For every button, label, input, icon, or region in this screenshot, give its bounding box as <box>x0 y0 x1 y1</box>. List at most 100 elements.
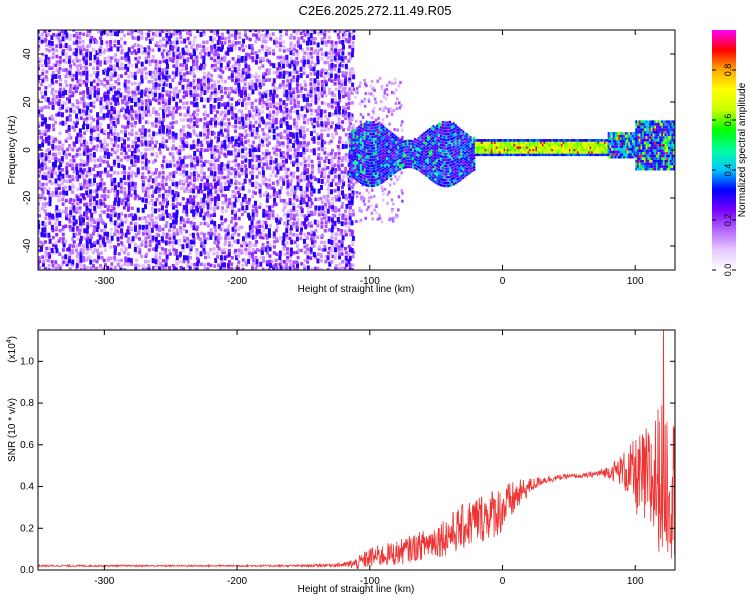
spectrogram-cell <box>343 170 347 175</box>
spectrogram-cell <box>188 132 192 138</box>
spectrogram-cell <box>147 170 151 174</box>
spectrogram-cell <box>133 74 137 80</box>
spectrogram-cell <box>51 70 55 75</box>
spectrogram-cell <box>340 205 344 209</box>
spectrogram-cell <box>93 220 97 224</box>
spectrogram-cell <box>371 181 374 185</box>
spectrogram-cell <box>233 250 237 255</box>
spectrogram-cell <box>233 174 237 179</box>
spectrogram-cell <box>367 123 370 127</box>
spectrogram-cell <box>310 137 314 141</box>
spectrogram-cell <box>245 71 249 75</box>
spectrogram-cell <box>278 85 282 89</box>
spectrogram-cell <box>106 30 110 33</box>
spectrogram-cell <box>275 152 279 157</box>
spectrogram-cell <box>138 113 142 119</box>
spectrogram-cell <box>251 190 255 194</box>
spectrogram-cell <box>278 101 282 106</box>
spectrogram-cell <box>58 252 62 256</box>
spectrogram-cell <box>251 89 255 95</box>
spectrogram-cell <box>351 126 355 130</box>
spectrogram-cell <box>199 183 203 189</box>
spectrogram-cell <box>58 140 62 145</box>
spectrogram-cell <box>126 196 130 202</box>
spectrogram-cell <box>181 186 185 191</box>
spectrogram-cell <box>371 129 374 133</box>
spectrogram-cell <box>59 162 63 168</box>
spectrogram-cell <box>67 58 71 64</box>
spectrogram-cell <box>350 248 354 254</box>
spectrogram-cell <box>64 89 68 95</box>
spectrogram-cell <box>216 32 220 37</box>
spectrogram-cell <box>386 193 390 197</box>
spectrogram-cell <box>175 30 179 34</box>
spectrogram-cell <box>54 193 58 198</box>
spectrogram-cell <box>109 121 113 125</box>
spectrogram-cell <box>330 58 334 63</box>
spectrogram-cell <box>41 227 45 233</box>
spectrogram-cell <box>162 113 166 119</box>
spectrogram-cell <box>345 174 349 178</box>
spectrogram-cell <box>195 83 199 88</box>
spectrogram-cell <box>126 229 130 235</box>
spectrogram-cell <box>123 125 127 130</box>
spectrogram-cell <box>67 217 71 222</box>
spectrogram-cell <box>396 214 399 218</box>
spectrogram-cell <box>116 132 120 136</box>
spectrogram-cell <box>371 138 374 142</box>
spectrogram-cell <box>285 89 289 95</box>
spectrogram-cell <box>278 71 282 77</box>
spectrogram-cell <box>302 143 306 148</box>
spectrogram-cell <box>264 51 268 57</box>
spectrogram-cell <box>113 68 117 72</box>
spectrogram-cell <box>227 251 231 257</box>
spectrogram-cell <box>53 137 57 142</box>
spectrogram-cell <box>279 165 283 171</box>
spectrogram-cell <box>254 33 258 38</box>
spectrogram-cell <box>354 174 357 178</box>
spectrogram-cell <box>68 228 72 232</box>
spectrogram-cell <box>43 232 47 238</box>
spectrogram-cell <box>304 216 308 222</box>
spectrogram-cell <box>373 146 376 150</box>
spectrogram-cell <box>228 197 232 202</box>
spectrogram-cell <box>350 171 353 175</box>
spectrogram-cell <box>272 128 276 134</box>
spectrogram-cell <box>217 154 221 159</box>
spectrogram-cell <box>86 44 90 49</box>
spectrogram-cell <box>244 235 248 240</box>
spectrogram-cell <box>333 55 337 61</box>
spectrogram-cell <box>47 48 51 53</box>
spectrogram-cell <box>360 126 363 130</box>
spectrogram-cell <box>110 204 114 209</box>
spectrogram-cell <box>161 71 165 75</box>
spectrogram-cell <box>216 176 220 180</box>
spectrogram-cell <box>306 128 310 132</box>
spectrogram-cell <box>361 139 364 142</box>
spectrogram-cell <box>275 44 279 48</box>
spectrogram-cell <box>237 266 241 270</box>
spectrogram-cell <box>157 101 161 105</box>
spectrogram-cell <box>98 48 102 54</box>
spectrogram-cell <box>69 107 73 113</box>
spectrogram-cell <box>260 138 264 144</box>
spectrogram-cell <box>131 140 135 144</box>
spectrogram-cell <box>50 224 54 230</box>
spectrogram-cell <box>273 240 277 244</box>
spectrogram-cell <box>195 90 199 94</box>
spectrogram-cell <box>348 135 351 139</box>
spectrogram-cell <box>237 73 241 78</box>
spectrogram-cell <box>376 148 379 152</box>
spectrogram-cell <box>172 204 176 210</box>
spectrogram-cell <box>254 267 258 270</box>
spectrogram-cell <box>361 162 364 165</box>
spectrogram-cell <box>253 243 257 247</box>
spectrogram-cell <box>171 78 175 82</box>
spectrogram-cell <box>250 144 254 149</box>
spectrogram-cell <box>88 238 92 244</box>
spectrogram-cell <box>237 233 241 237</box>
spectrogram-cell <box>161 136 165 140</box>
spectrogram-cell <box>216 236 220 241</box>
spectrogram-cell <box>99 186 103 191</box>
spectrogram-cell <box>319 240 323 245</box>
